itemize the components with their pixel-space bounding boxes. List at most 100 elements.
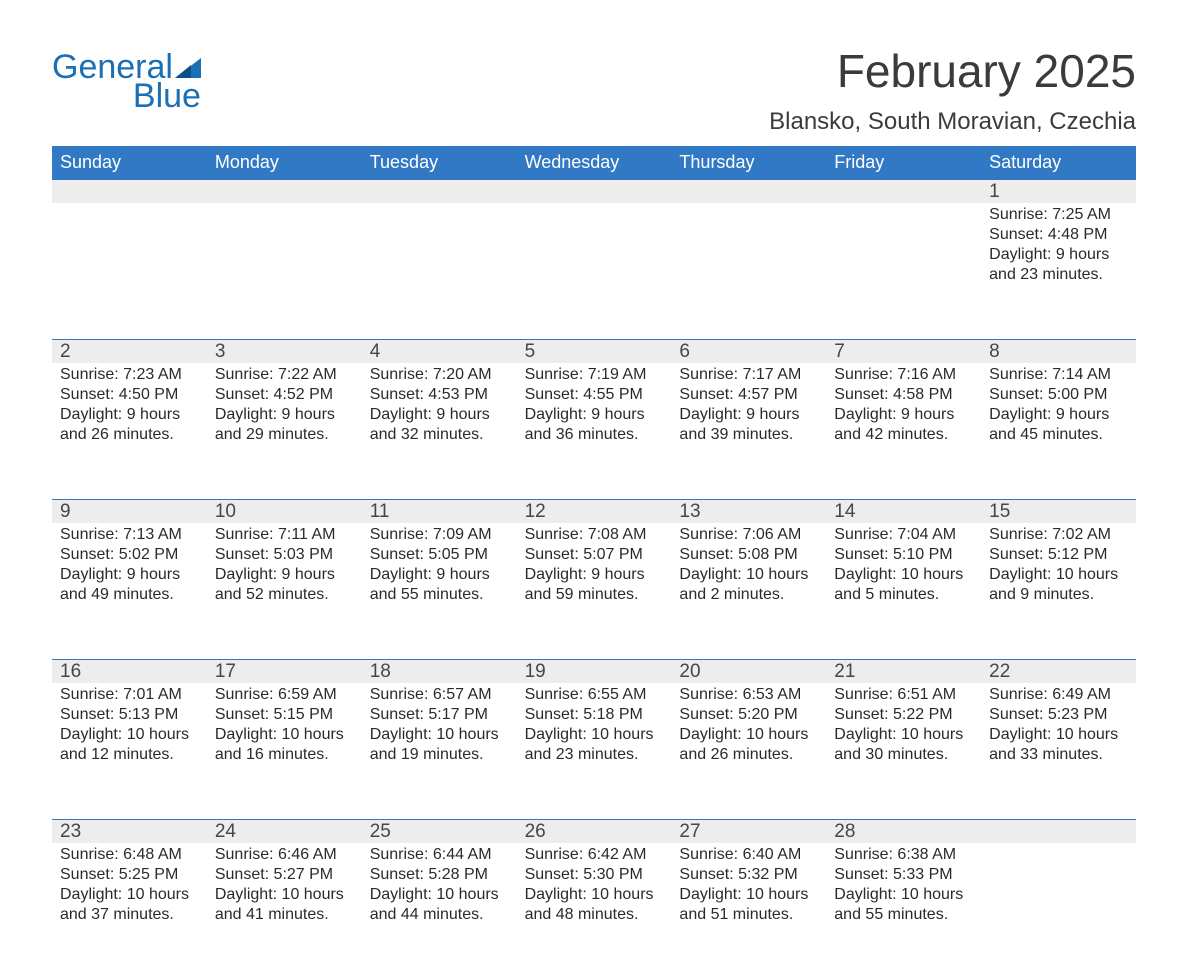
daylight-line: Daylight: 10 hours and 51 minutes. — [679, 885, 820, 925]
day-details: Sunrise: 6:49 AMSunset: 5:23 PMDaylight:… — [987, 683, 1130, 765]
sunset-line: Sunset: 5:08 PM — [679, 545, 820, 565]
sunset-line: Sunset: 4:58 PM — [834, 385, 975, 405]
sunrise-line: Sunrise: 7:25 AM — [989, 205, 1130, 225]
day-details: Sunrise: 7:04 AMSunset: 5:10 PMDaylight:… — [832, 523, 975, 605]
sunset-line: Sunset: 5:32 PM — [679, 865, 820, 885]
daylight-line: Daylight: 9 hours and 52 minutes. — [215, 565, 356, 605]
daylight-line: Daylight: 10 hours and 19 minutes. — [370, 725, 511, 765]
day-cell: Sunrise: 7:04 AMSunset: 5:10 PMDaylight:… — [826, 523, 981, 643]
day-cell: Sunrise: 7:09 AMSunset: 5:05 PMDaylight:… — [362, 523, 517, 643]
day-number: 20 — [671, 660, 826, 683]
day-details: Sunrise: 7:16 AMSunset: 4:58 PMDaylight:… — [832, 363, 975, 445]
daylight-line: Daylight: 10 hours and 37 minutes. — [60, 885, 201, 925]
day-cell: Sunrise: 6:44 AMSunset: 5:28 PMDaylight:… — [362, 843, 517, 963]
day-details: Sunrise: 6:42 AMSunset: 5:30 PMDaylight:… — [523, 843, 666, 925]
day-details: Sunrise: 7:11 AMSunset: 5:03 PMDaylight:… — [213, 523, 356, 605]
day-number: 4 — [362, 340, 517, 363]
day-cell: Sunrise: 7:13 AMSunset: 5:02 PMDaylight:… — [52, 523, 207, 643]
day-cell: Sunrise: 6:49 AMSunset: 5:23 PMDaylight:… — [981, 683, 1136, 803]
day-number: 16 — [52, 660, 207, 683]
day-number: 22 — [981, 660, 1136, 683]
daylight-line: Daylight: 10 hours and 2 minutes. — [679, 565, 820, 605]
day-number: 1 — [981, 180, 1136, 203]
sunset-line: Sunset: 4:52 PM — [215, 385, 356, 405]
week-separator — [52, 643, 1136, 659]
sunset-line: Sunset: 5:17 PM — [370, 705, 511, 725]
daylight-line: Daylight: 10 hours and 5 minutes. — [834, 565, 975, 605]
sunrise-line: Sunrise: 7:06 AM — [679, 525, 820, 545]
sunrise-line: Sunrise: 7:09 AM — [370, 525, 511, 545]
daylight-line: Daylight: 9 hours and 59 minutes. — [525, 565, 666, 605]
daylight-line: Daylight: 10 hours and 33 minutes. — [989, 725, 1130, 765]
day-number: 23 — [52, 820, 207, 843]
page-title: February 2025 — [769, 48, 1136, 94]
day-cell — [981, 843, 1136, 963]
day-cell — [671, 203, 826, 323]
sunrise-line: Sunrise: 6:38 AM — [834, 845, 975, 865]
week-separator — [52, 323, 1136, 339]
day-details: Sunrise: 7:09 AMSunset: 5:05 PMDaylight:… — [368, 523, 511, 605]
day-cell: Sunrise: 7:17 AMSunset: 4:57 PMDaylight:… — [671, 363, 826, 483]
page-subtitle: Blansko, South Moravian, Czechia — [769, 108, 1136, 136]
day-cell: Sunrise: 6:42 AMSunset: 5:30 PMDaylight:… — [517, 843, 672, 963]
daylight-line: Daylight: 10 hours and 55 minutes. — [834, 885, 975, 925]
day-number — [207, 180, 362, 203]
sunset-line: Sunset: 5:23 PM — [989, 705, 1130, 725]
sunset-line: Sunset: 4:50 PM — [60, 385, 201, 405]
week-body-row: Sunrise: 7:13 AMSunset: 5:02 PMDaylight:… — [52, 523, 1136, 643]
day-cell: Sunrise: 7:06 AMSunset: 5:08 PMDaylight:… — [671, 523, 826, 643]
sunset-line: Sunset: 4:53 PM — [370, 385, 511, 405]
sunset-line: Sunset: 4:57 PM — [679, 385, 820, 405]
sunrise-line: Sunrise: 6:57 AM — [370, 685, 511, 705]
day-details: Sunrise: 6:55 AMSunset: 5:18 PMDaylight:… — [523, 683, 666, 765]
day-cell: Sunrise: 6:40 AMSunset: 5:32 PMDaylight:… — [671, 843, 826, 963]
day-cell: Sunrise: 7:02 AMSunset: 5:12 PMDaylight:… — [981, 523, 1136, 643]
brand-logo: General Blue — [52, 48, 201, 116]
week-separator — [52, 803, 1136, 819]
sunset-line: Sunset: 5:20 PM — [679, 705, 820, 725]
dow-wednesday: Wednesday — [517, 146, 672, 179]
day-details: Sunrise: 6:59 AMSunset: 5:15 PMDaylight:… — [213, 683, 356, 765]
day-details: Sunrise: 7:20 AMSunset: 4:53 PMDaylight:… — [368, 363, 511, 445]
sunset-line: Sunset: 4:48 PM — [989, 225, 1130, 245]
day-cell — [52, 203, 207, 323]
daylight-line: Daylight: 9 hours and 39 minutes. — [679, 405, 820, 445]
sunrise-line: Sunrise: 6:40 AM — [679, 845, 820, 865]
week-body-row: Sunrise: 7:01 AMSunset: 5:13 PMDaylight:… — [52, 683, 1136, 803]
day-number: 12 — [517, 500, 672, 523]
day-number: 2 — [52, 340, 207, 363]
sunset-line: Sunset: 5:30 PM — [525, 865, 666, 885]
daylight-line: Daylight: 10 hours and 26 minutes. — [679, 725, 820, 765]
sunset-line: Sunset: 5:07 PM — [525, 545, 666, 565]
day-number: 7 — [826, 340, 981, 363]
day-details: Sunrise: 7:25 AMSunset: 4:48 PMDaylight:… — [987, 203, 1130, 285]
sunrise-line: Sunrise: 7:19 AM — [525, 365, 666, 385]
day-number: 3 — [207, 340, 362, 363]
day-cell — [517, 203, 672, 323]
day-number: 25 — [362, 820, 517, 843]
day-details: Sunrise: 6:40 AMSunset: 5:32 PMDaylight:… — [677, 843, 820, 925]
header-row: General Blue February 2025 Blansko, Sout… — [52, 48, 1136, 136]
day-cell: Sunrise: 6:59 AMSunset: 5:15 PMDaylight:… — [207, 683, 362, 803]
sunrise-line: Sunrise: 7:16 AM — [834, 365, 975, 385]
day-cell: Sunrise: 6:55 AMSunset: 5:18 PMDaylight:… — [517, 683, 672, 803]
week-daynum-row: 16171819202122 — [52, 659, 1136, 683]
calendar-body: 1Sunrise: 7:25 AMSunset: 4:48 PMDaylight… — [52, 179, 1136, 963]
sunrise-line: Sunrise: 6:55 AM — [525, 685, 666, 705]
day-number: 11 — [362, 500, 517, 523]
sunrise-line: Sunrise: 7:17 AM — [679, 365, 820, 385]
day-cell: Sunrise: 6:48 AMSunset: 5:25 PMDaylight:… — [52, 843, 207, 963]
dow-saturday: Saturday — [981, 146, 1136, 179]
sunset-line: Sunset: 5:27 PM — [215, 865, 356, 885]
day-number: 15 — [981, 500, 1136, 523]
dow-tuesday: Tuesday — [362, 146, 517, 179]
day-number: 19 — [517, 660, 672, 683]
daylight-line: Daylight: 9 hours and 36 minutes. — [525, 405, 666, 445]
day-details: Sunrise: 7:19 AMSunset: 4:55 PMDaylight:… — [523, 363, 666, 445]
week-daynum-row: 2345678 — [52, 339, 1136, 363]
daylight-line: Daylight: 10 hours and 12 minutes. — [60, 725, 201, 765]
dow-monday: Monday — [207, 146, 362, 179]
sunset-line: Sunset: 5:15 PM — [215, 705, 356, 725]
day-cell: Sunrise: 7:23 AMSunset: 4:50 PMDaylight:… — [52, 363, 207, 483]
day-number: 8 — [981, 340, 1136, 363]
